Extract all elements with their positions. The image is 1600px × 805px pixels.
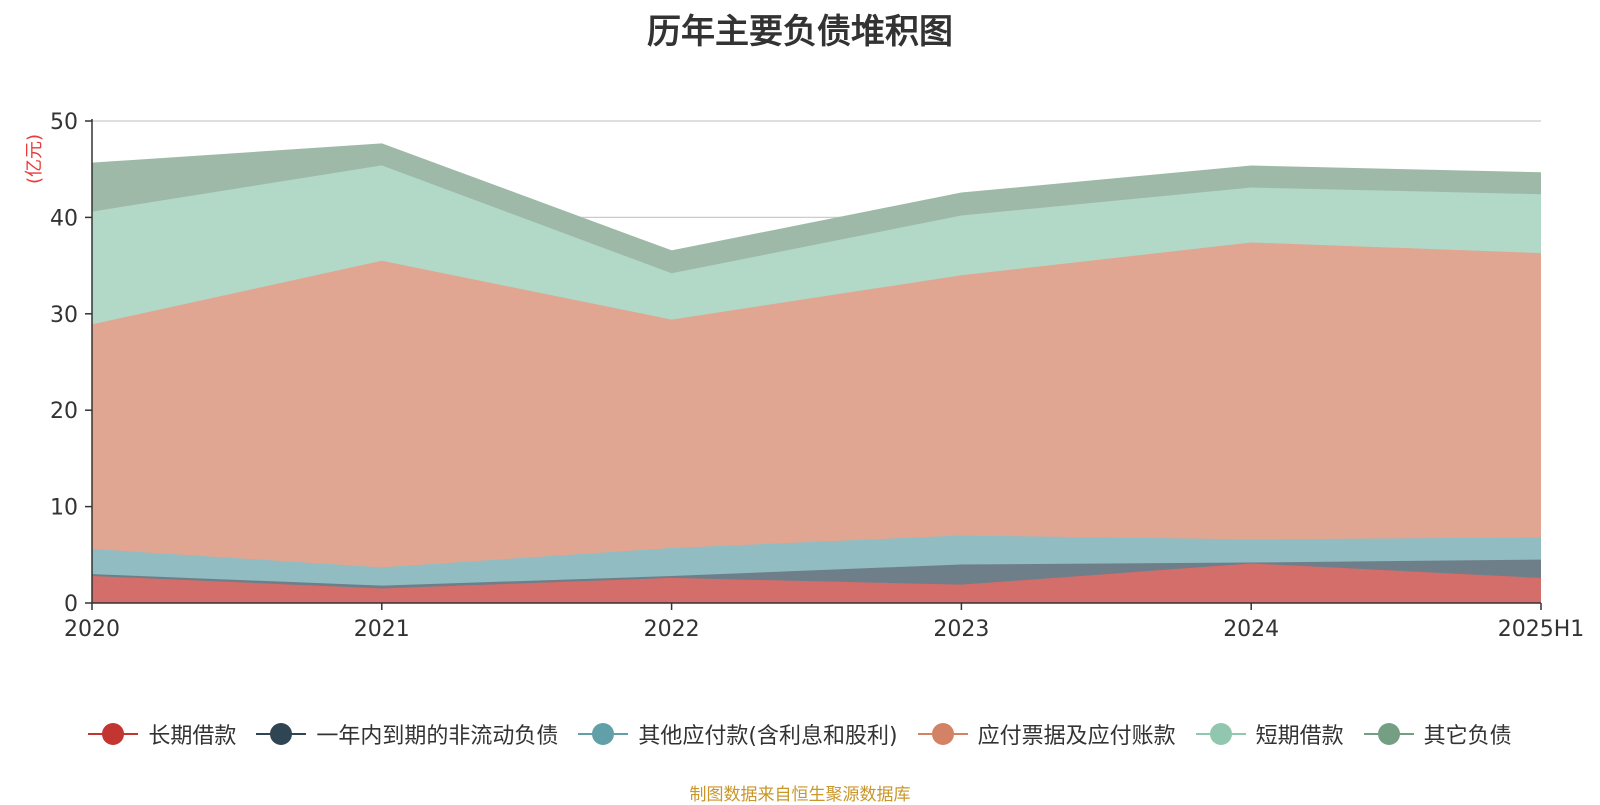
area-series-6: [92, 144, 1541, 274]
area-series-4: [92, 242, 1541, 568]
y-tick-label: 0: [64, 592, 78, 617]
y-tick-label: 40: [50, 206, 78, 231]
legend-marker-icon: [578, 722, 629, 746]
source-note: 制图数据来自恒生聚源数据库: [689, 785, 911, 805]
area-series-1: [92, 563, 1541, 603]
legend-item[interactable]: 一年内到期的非流动负债: [256, 718, 558, 750]
legend-marker-icon: [256, 722, 307, 746]
legend-marker-icon: [1195, 722, 1246, 746]
legend-item[interactable]: 其他应付款(含利息和股利): [578, 718, 898, 750]
x-tick-label: 2022: [644, 617, 700, 642]
x-tick-label: 2020: [64, 617, 120, 642]
legend-label: 应付票据及应付账款: [977, 724, 1176, 749]
y-tick-label: 50: [50, 110, 78, 135]
y-tick-label: 20: [50, 399, 78, 424]
area-line-series-6: [91, 143, 1542, 252]
chart-title: 历年主要负债堆积图: [647, 12, 953, 52]
y-tick-label: 10: [50, 496, 78, 521]
area-series-3: [92, 535, 1541, 586]
legend-label: 长期借款: [148, 724, 237, 749]
x-tick-label: 2024: [1223, 617, 1279, 642]
x-tick-label: 2023: [933, 617, 989, 642]
x-tick-label: 2021: [354, 617, 410, 642]
x-tick-label: 2025H1: [1498, 617, 1585, 642]
legend-label: 一年内到期的非流动负债: [316, 724, 559, 749]
y-tick-label: 30: [50, 303, 78, 328]
legend-marker-icon: [88, 722, 139, 746]
legend-label: 短期借款: [1255, 724, 1344, 749]
legend: 长期借款 一年内到期的非流动负债 其他应付款(含利息和股利) 应付票据及应付账款 短期借…: [0, 718, 1600, 750]
legend-label: 其它负债: [1423, 724, 1512, 749]
legend-item[interactable]: 短期借款: [1195, 718, 1344, 750]
legend-item[interactable]: 应付票据及应付账款: [917, 718, 1176, 750]
legend-marker-icon: [917, 722, 968, 746]
legend-label: 其他应付款(含利息和股利): [638, 724, 898, 749]
legend-marker-icon: [1363, 722, 1414, 746]
legend-item[interactable]: 长期借款: [88, 718, 236, 750]
legend-item[interactable]: 其它负债: [1363, 718, 1512, 750]
area-series-2: [92, 559, 1541, 589]
